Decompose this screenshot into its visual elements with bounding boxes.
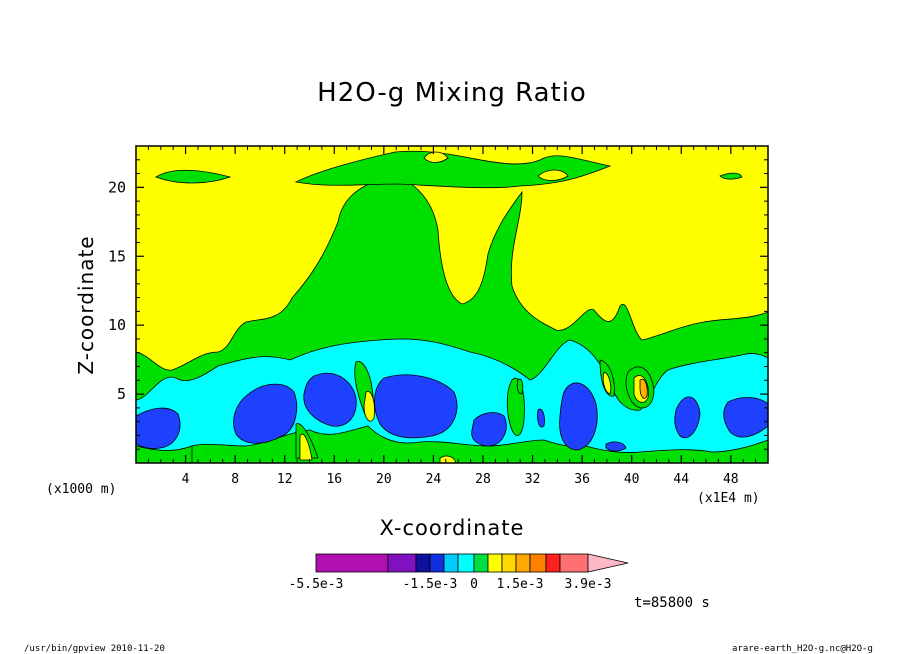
x-tick-label: 20 (376, 472, 392, 487)
x-tick-label: 40 (624, 472, 640, 487)
y-tick-label: 20 (108, 178, 126, 196)
colorbar-label: -1.5e-3 (403, 577, 458, 592)
colorbar-label: 1.5e-3 (497, 577, 544, 592)
y-tick-label: 15 (108, 247, 126, 265)
colorbar: -5.5e-3 -1.5e-3 0 1.5e-3 3.9e-3 (289, 553, 629, 592)
x-tick-label: 44 (673, 472, 689, 487)
x-unit-left: (x1000 m) (46, 482, 117, 497)
colorbar-label: -5.5e-3 (289, 577, 344, 592)
colorbar-segment (545, 553, 561, 573)
field-blue (136, 372, 768, 452)
x-tick-label: 36 (574, 472, 590, 487)
colorbar-segment (529, 553, 547, 573)
x-axis-label: X-coordinate (379, 516, 525, 540)
colorbar-segment (415, 553, 431, 573)
x-ticks: 4 8 12 16 20 24 28 32 36 40 44 48 (147, 146, 757, 487)
colorbar-arrow (587, 553, 629, 573)
colorbar-segment (457, 553, 475, 573)
colorbar-segment (487, 553, 503, 573)
colorbar-segment (501, 553, 517, 573)
x-tick-label: 8 (231, 472, 239, 487)
x-tick-label: 28 (475, 472, 491, 487)
x-unit-right: (x1E4 m) (697, 491, 760, 506)
colorbar-segment (315, 553, 389, 573)
y-tick-label: 10 (108, 316, 126, 334)
colorbar-segment (443, 553, 459, 573)
time-label: t=85800 s (634, 595, 710, 611)
colorbar-segment (387, 553, 417, 573)
footer-right: arare-earth_H2O-g.nc@H2O-g (732, 644, 873, 654)
x-tick-label: 16 (326, 472, 342, 487)
x-tick-label: 4 (182, 472, 190, 487)
colorbar-label: 0 (470, 577, 478, 592)
plot-frame (135, 145, 769, 464)
footer-left: /usr/bin/gpview 2010-11-20 (24, 644, 165, 654)
colorbar-segment (515, 553, 531, 573)
contour-field (136, 146, 768, 463)
x-tick-label: 12 (277, 472, 293, 487)
y-ticks: 5 10 15 20 (108, 159, 768, 450)
x-tick-label: 24 (426, 472, 442, 487)
colorbar-label: 3.9e-3 (565, 577, 612, 592)
x-tick-label: 48 (723, 472, 739, 487)
x-tick-label: 32 (525, 472, 541, 487)
colorbar-segment (559, 553, 589, 573)
chart-title: H2O-g Mixing Ratio (317, 78, 587, 108)
y-tick-label: 5 (117, 385, 126, 403)
y-axis-label: Z-coordinate (74, 235, 98, 375)
colorbar-segment (429, 553, 445, 573)
colorbar-segment (473, 553, 489, 573)
